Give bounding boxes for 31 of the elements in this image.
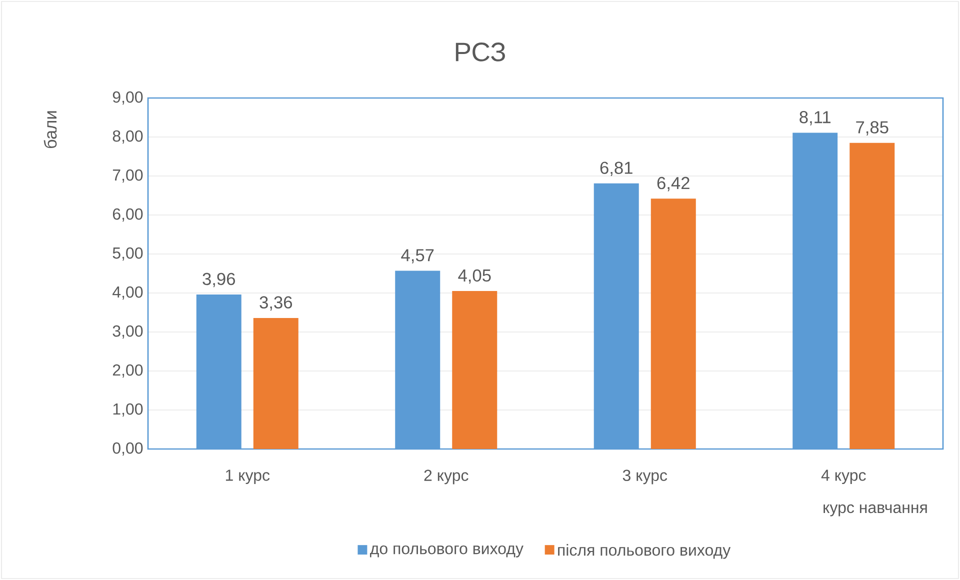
bar (650, 198, 696, 449)
y-tick-label: 1,00 (113, 403, 143, 417)
y-tick-label: 2,00 (112, 364, 143, 378)
data-label: 4,05 (458, 269, 491, 284)
bar (452, 291, 498, 449)
y-tick-label: 7,00 (112, 169, 143, 183)
data-label: 6,81 (600, 162, 632, 176)
x-tick-label: 2 курс (424, 470, 468, 484)
y-tick-label: 0,00 (112, 442, 143, 456)
y-tick-label: 5,00 (112, 247, 143, 261)
y-tick-label: 9,00 (112, 91, 143, 105)
data-label: 7,85 (856, 121, 888, 136)
data-label: 3,36 (260, 296, 292, 311)
x-tick-label: 4 курс (821, 470, 866, 484)
data-label: 8,11 (800, 111, 831, 126)
legend-label: після польового виходу (558, 544, 731, 559)
chart-title: РСЗ (456, 42, 505, 62)
bar (253, 318, 298, 449)
x-tick-label: 1 курс (226, 470, 270, 484)
y-axis-title: бали (44, 111, 57, 148)
data-label: 4,57 (401, 249, 434, 264)
legend-label: до польового виходу (370, 545, 524, 558)
bar (850, 142, 895, 449)
y-tick-label: 3,00 (112, 325, 143, 339)
y-tick-label: 8,00 (112, 130, 143, 144)
y-tick-label: 4,00 (112, 286, 143, 300)
data-label: 6,42 (657, 176, 690, 192)
y-tick-label: 6,00 (112, 208, 143, 222)
x-tick-label: 3 курс (622, 470, 668, 484)
x-axis-title: курс навчання (824, 504, 927, 516)
data-label: 3,96 (202, 272, 235, 288)
